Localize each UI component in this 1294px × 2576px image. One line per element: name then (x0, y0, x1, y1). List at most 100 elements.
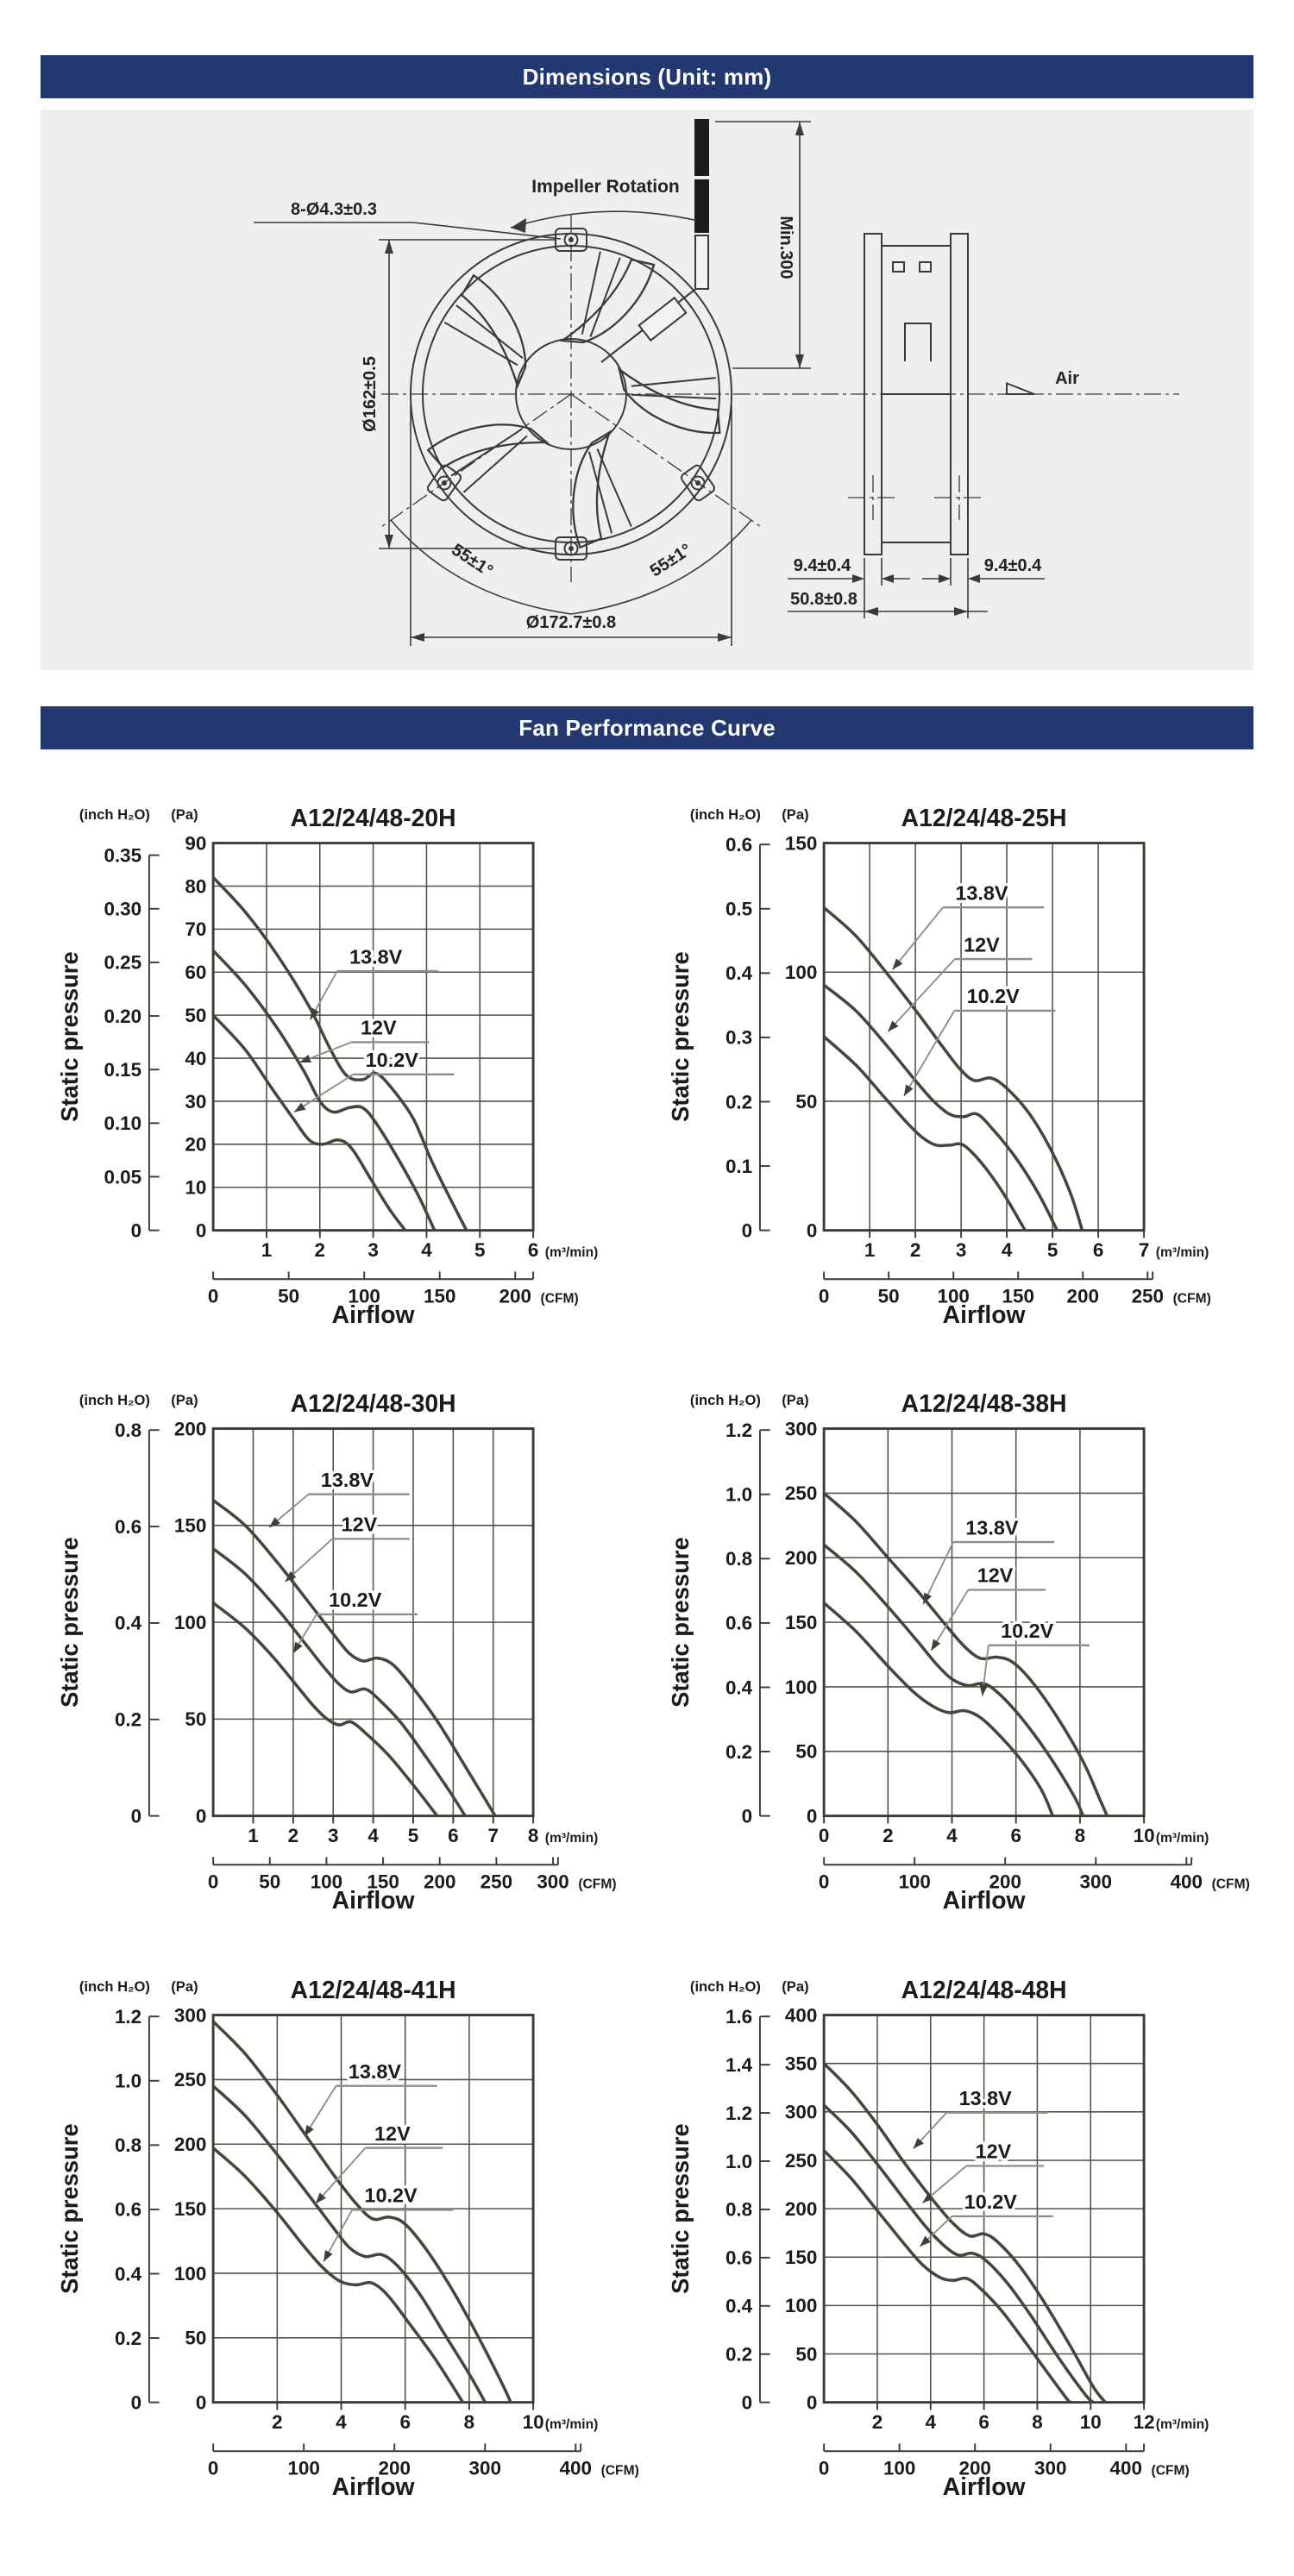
cfm-ruler (823, 1271, 1154, 1281)
series-label-13.8V: 13.8V (321, 1469, 374, 1491)
cfm-tick-label: 0 (819, 2457, 829, 2479)
inch-tick-label: 0.2 (115, 1709, 141, 1731)
series-label-10.2V: 10.2V (364, 2184, 418, 2206)
inch-tick-label: 0.5 (726, 899, 752, 920)
inch-unit-label: (inch H₂O) (79, 1978, 150, 1995)
pa-tick-label: 50 (795, 1741, 817, 1763)
series-label-12V: 12V (342, 1514, 378, 1536)
flow-tick-label: 3 (328, 1825, 338, 1846)
flow-unit-label: (m³/min) (1156, 2417, 1209, 2432)
chart-title: A12/24/48-38H (901, 1389, 1067, 1417)
flow-tick-label: 2 (288, 1825, 298, 1846)
pa-unit-label: (Pa) (782, 1978, 808, 1995)
datasheet-page: Dimensions (Unit: mm) (41, 0, 1253, 2540)
pa-tick-label: 400 (785, 2004, 817, 2026)
inch-tick-label: 1.2 (115, 2006, 141, 2028)
series-label-13.8V: 13.8V (955, 881, 1008, 904)
inch-tick-label: 0.2 (115, 2328, 141, 2349)
fan-performance-chart: 3002502001501005001.21.00.80.60.40.20(in… (667, 1389, 1250, 1914)
pa-tick-label: 0 (196, 1219, 206, 1241)
inch-tick-label: 0.35 (104, 844, 141, 866)
curve-10.2V (824, 1035, 1027, 1231)
pa-tick-label: 250 (785, 1483, 817, 1505)
chart-panel-A12/24/48-41H: 300 250 200 150 100 50 0 1.2 1.0 0.8 0.6 0.4 0.2 0 (in… (41, 1965, 643, 2516)
x-axis-title: Airflow (943, 1301, 1027, 1328)
guard-spokes (443, 251, 717, 534)
pa-tick-label: 100 (174, 1612, 206, 1633)
pa-tick-label: 0 (196, 1806, 206, 1827)
cfm-tick-label: 50 (278, 1286, 299, 1307)
y-axis-title: Static pressure (56, 2123, 83, 2293)
pa-tick-label: 0 (807, 2391, 817, 2413)
curve-12V (213, 1547, 468, 1817)
flow-tick-label: 4 (1002, 1239, 1013, 1261)
cfm-tick-label: 0 (208, 2457, 218, 2479)
inch-tick-label: 1.6 (726, 2006, 752, 2028)
curves (213, 1499, 497, 1817)
curve-13.8V (213, 1499, 497, 1817)
cfm-tick-label: 400 (1110, 2457, 1142, 2479)
chart-title: A12/24/48-48H (901, 1976, 1067, 2003)
cfm-tick-label: 100 (937, 1286, 969, 1307)
pa-tick-label: 150 (174, 2198, 206, 2220)
curve-12V (213, 949, 437, 1231)
cfm-ruler (823, 1857, 1193, 1866)
pa-tick-label: 40 (185, 1048, 206, 1069)
dimension-drawing: 8-Ø4.3±0.3 Impeller Rotation Min.300 Ø16… (254, 119, 1179, 646)
grid-lines (213, 1428, 534, 1817)
fan-performance-chart: 3002502001501005001.21.00.80.60.40.20(in… (56, 1976, 639, 2500)
flow-tick-label: 3 (956, 1239, 966, 1261)
x-axis-title: Airflow (332, 1301, 416, 1328)
inch-tick-label: 0.2 (726, 1741, 752, 1763)
inch-tick-label: 0.30 (104, 899, 141, 920)
pa-tick-label: 150 (174, 1515, 206, 1537)
y-axis-title: Static pressure (667, 1538, 694, 1708)
flow-tick-label: 8 (1075, 1825, 1085, 1846)
cfm-tick-label: 100 (287, 2457, 319, 2479)
inch-tick-label: 1.0 (115, 2070, 141, 2091)
flow-tick-label: 2 (872, 2411, 883, 2433)
cfm-tick-label: 200 (958, 2457, 990, 2479)
inch-tick-label: 0.25 (104, 952, 141, 974)
pa-unit-label: (Pa) (171, 1393, 198, 1409)
pa-tick-label: 50 (795, 1091, 817, 1113)
cfm-tick-label: 100 (898, 1871, 930, 1893)
pa-tick-label: 80 (185, 875, 206, 897)
inch-unit-label: (inch H₂O) (690, 1393, 761, 1409)
pa-tick-label: 300 (785, 1419, 817, 1440)
flow-tick-label: 6 (448, 1825, 458, 1846)
cfm-ruler (823, 2443, 1146, 2453)
flow-tick-label: 4 (946, 1825, 958, 1846)
flow-tick-label: 6 (399, 2411, 410, 2433)
curves (824, 1492, 1109, 1817)
inch-tick-label: 0 (742, 1806, 752, 1827)
chart-panel-A12/24/48-20H: 90 80 70 60 50 40 30 20 10 0 0.35 0.30 0.25 0.20 0.15 0… (41, 793, 643, 1344)
pa-unit-label: (Pa) (171, 806, 198, 823)
plot-border (211, 1427, 535, 1818)
chart-title: A12/24/48-41H (291, 1976, 456, 2003)
curve-10.2V (824, 2148, 1072, 2403)
cfm-tick-label: 200 (1067, 1286, 1099, 1307)
flow-tick-label: 3 (367, 1239, 378, 1261)
cfm-tick-label: 300 (537, 1871, 568, 1893)
flow-tick-label: 7 (1139, 1239, 1149, 1261)
flow-tick-label: 5 (1047, 1239, 1058, 1261)
flow-tick-label: 10 (1134, 1825, 1155, 1846)
inch-tick-label: 0.4 (115, 1613, 142, 1634)
chart-panel-A12/24/48-30H: 200 150 100 50 0 0.8 0.6 0.4 0.2 0 (inch H₂O) (Pa) A… (41, 1378, 643, 1929)
series-label-10.2V: 10.2V (964, 2191, 1018, 2213)
pa-tick-label: 50 (795, 2343, 817, 2365)
chart-title: A12/24/48-25H (901, 804, 1067, 831)
dimensions-section-title: Dimensions (Unit: mm) (522, 63, 772, 90)
flow-unit-label: (m³/min) (1156, 1831, 1209, 1846)
curve-12V (824, 2103, 1096, 2403)
inch-tick-label: 0.20 (104, 1006, 141, 1027)
flow-tick-label: 6 (1010, 1825, 1021, 1846)
inch-tick-label: 1.2 (726, 2103, 752, 2124)
cfm-tick-label: 0 (208, 1871, 218, 1893)
cfm-unit-label: (CFM) (541, 1292, 579, 1307)
dimensions-panel: 8-Ø4.3±0.3 Impeller Rotation Min.300 Ø16… (41, 110, 1253, 670)
pa-tick-label: 150 (785, 2247, 817, 2268)
series-label-12V: 12V (361, 1017, 397, 1039)
inch-tick-label: 1.4 (726, 2054, 753, 2076)
